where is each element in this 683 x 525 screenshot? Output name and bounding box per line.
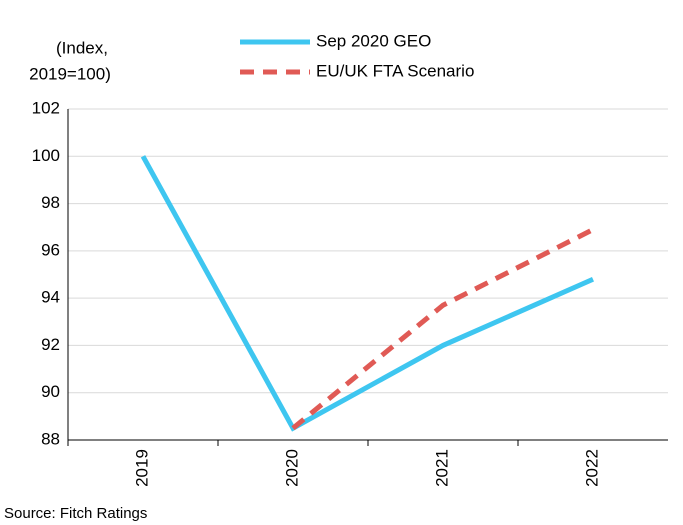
y-tick-label: 88 <box>41 429 60 448</box>
x-tick-label: 2019 <box>132 449 151 487</box>
x-tick-label: 2022 <box>582 449 601 487</box>
y-axis-label: (Index, <box>56 38 108 57</box>
y-tick-label: 92 <box>41 335 60 354</box>
y-tick-label: 90 <box>41 382 60 401</box>
source: Source: Fitch Ratings <box>4 505 147 522</box>
y-tick-label: 96 <box>41 240 60 259</box>
y-tick-label: 100 <box>32 146 60 165</box>
legend-label: EU/UK FTA Scenario <box>316 61 474 80</box>
y-tick-label: 98 <box>41 193 60 212</box>
x-tick-label: 2021 <box>432 449 451 487</box>
y-axis-label: 2019=100) <box>29 64 111 83</box>
x-tick-label: 2020 <box>282 449 301 487</box>
y-tick-label: 102 <box>32 98 60 117</box>
series-line <box>140 155 595 432</box>
series-line <box>291 227 595 431</box>
y-tick-label: 94 <box>41 288 60 307</box>
legend-label: Sep 2020 GEO <box>316 31 431 50</box>
